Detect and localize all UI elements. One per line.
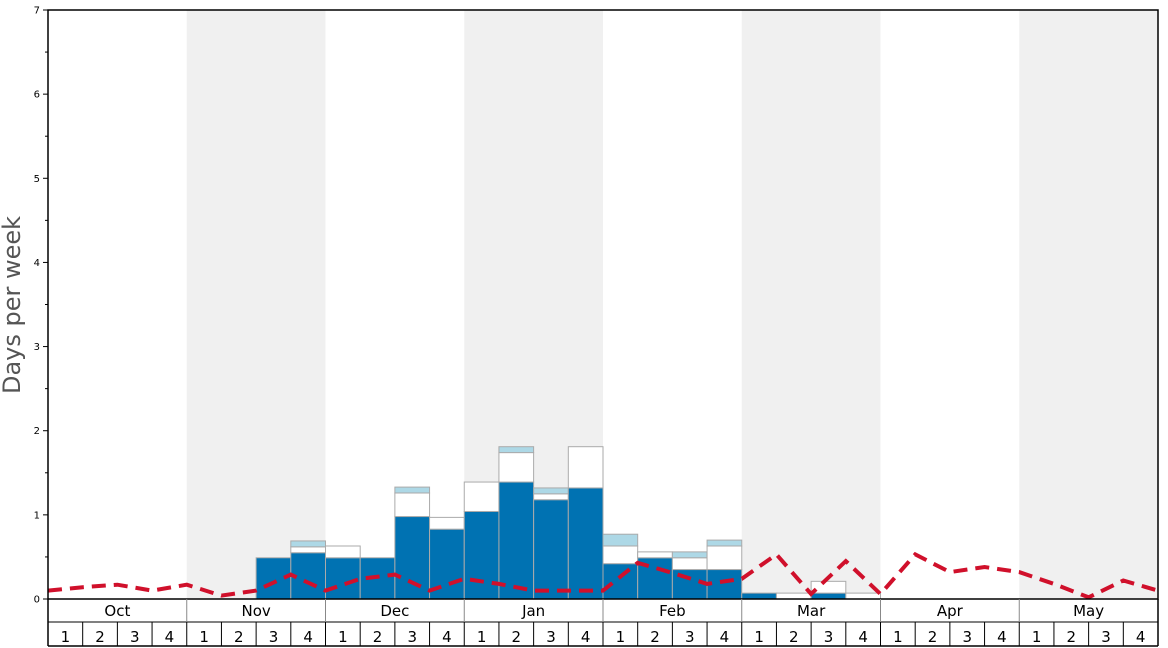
week-label: 1 bbox=[477, 628, 487, 646]
week-label: 2 bbox=[650, 628, 660, 646]
y-axis-label: Days per week bbox=[0, 216, 26, 394]
month-label: Feb bbox=[659, 602, 686, 620]
bar-segment bbox=[602, 533, 639, 547]
week-label: 3 bbox=[130, 628, 140, 646]
month-label: Jan bbox=[521, 602, 545, 620]
week-label: 3 bbox=[1101, 628, 1111, 646]
month-label: Mar bbox=[797, 602, 826, 620]
bar-segment bbox=[394, 486, 431, 494]
week-label: 2 bbox=[928, 628, 938, 646]
week-label: 1 bbox=[616, 628, 626, 646]
week-label: 4 bbox=[303, 628, 313, 646]
month-band bbox=[1019, 10, 1158, 599]
bar-segment bbox=[602, 545, 639, 565]
week-label: 4 bbox=[997, 628, 1007, 646]
bar-segment bbox=[567, 487, 604, 600]
bar-segment bbox=[637, 551, 673, 559]
bar-segment bbox=[533, 487, 569, 495]
bar-segment bbox=[671, 551, 708, 559]
bar-segment bbox=[463, 481, 500, 512]
bar-segment bbox=[394, 516, 431, 600]
week-label: 4 bbox=[442, 628, 452, 646]
week-label: 4 bbox=[581, 628, 591, 646]
week-label: 4 bbox=[165, 628, 175, 646]
week-label: 3 bbox=[546, 628, 556, 646]
bar-segment bbox=[810, 580, 847, 594]
month-label: Dec bbox=[380, 602, 409, 620]
week-label: 4 bbox=[720, 628, 730, 646]
y-tick-label: 5 bbox=[34, 174, 40, 185]
y-tick-label: 6 bbox=[34, 90, 40, 101]
x-axis: Oct Nov Dec Jan Feb Mar Apr May 1 2 3 4 1 2 3 4 1 2 3 4 1 2 3 4… bbox=[61, 599, 1146, 646]
bar-segment bbox=[498, 481, 535, 600]
bar-segment bbox=[290, 546, 326, 554]
bars-layer bbox=[255, 446, 881, 600]
month-label: Apr bbox=[937, 602, 964, 620]
week-label: 1 bbox=[338, 628, 348, 646]
bar-segment bbox=[775, 592, 812, 600]
week-label: 4 bbox=[858, 628, 868, 646]
week-label: 4 bbox=[1136, 628, 1146, 646]
y-tick-label: 3 bbox=[34, 342, 40, 353]
bar-segment bbox=[533, 499, 569, 600]
week-label: 2 bbox=[789, 628, 799, 646]
week-label: 1 bbox=[1032, 628, 1042, 646]
week-label: 3 bbox=[824, 628, 834, 646]
bar-segment bbox=[602, 563, 639, 600]
week-label: 2 bbox=[95, 628, 105, 646]
week-label: 1 bbox=[893, 628, 903, 646]
week-label: 3 bbox=[962, 628, 972, 646]
week-label: 1 bbox=[61, 628, 71, 646]
week-label: 2 bbox=[234, 628, 244, 646]
bar-segment bbox=[533, 493, 569, 501]
bar-segment bbox=[706, 569, 743, 600]
bar-segment bbox=[394, 492, 431, 518]
week-label: 1 bbox=[199, 628, 209, 646]
bar-segment bbox=[463, 510, 500, 600]
y-axis: 0 1 2 3 4 5 6 7 bbox=[34, 6, 48, 606]
bar-segment bbox=[741, 592, 777, 600]
bar-segment bbox=[810, 592, 847, 600]
bar-segment bbox=[498, 452, 535, 483]
line-series bbox=[47, 551, 1159, 600]
week-label: 3 bbox=[685, 628, 695, 646]
week-label: 2 bbox=[1067, 628, 1077, 646]
month-bands bbox=[186, 10, 1158, 599]
bar-segment bbox=[706, 545, 743, 571]
bar-segment bbox=[290, 540, 326, 548]
line-layer bbox=[47, 551, 1159, 600]
week-label: 1 bbox=[754, 628, 764, 646]
y-tick-label: 4 bbox=[34, 258, 40, 269]
bar-segment bbox=[671, 557, 708, 571]
y-tick-label: 2 bbox=[34, 426, 40, 437]
month-label: Nov bbox=[241, 602, 270, 620]
y-tick-label: 7 bbox=[34, 6, 40, 17]
bar-segment bbox=[845, 592, 881, 600]
week-label: 2 bbox=[373, 628, 383, 646]
week-label: 2 bbox=[512, 628, 522, 646]
y-tick-label: 1 bbox=[34, 510, 40, 521]
y-tick-label: 0 bbox=[34, 595, 40, 606]
month-band bbox=[186, 10, 326, 599]
bar-segment bbox=[325, 557, 361, 600]
month-label: Oct bbox=[104, 602, 130, 620]
week-label: 3 bbox=[269, 628, 279, 646]
bar-segment bbox=[429, 516, 465, 530]
bar-segment bbox=[498, 446, 535, 454]
month-label: May bbox=[1073, 602, 1104, 620]
bar-segment bbox=[325, 545, 361, 559]
week-label: 3 bbox=[407, 628, 417, 646]
bar-segment bbox=[567, 446, 604, 489]
bar-segment bbox=[706, 539, 743, 547]
month-band bbox=[741, 10, 881, 599]
